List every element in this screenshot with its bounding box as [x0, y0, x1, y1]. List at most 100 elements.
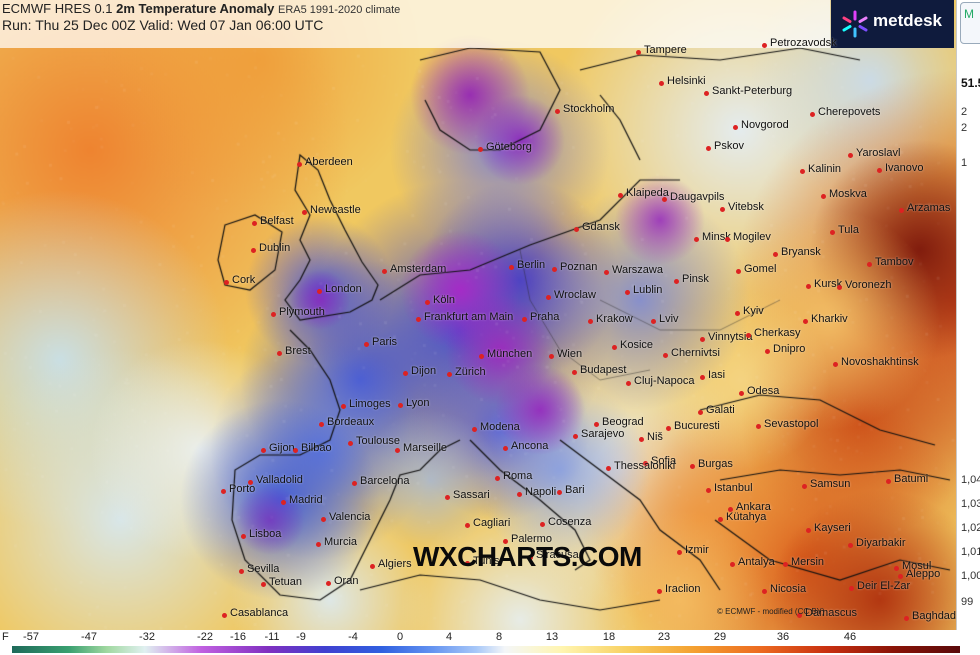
city-label: Cosenza [548, 516, 591, 528]
city-label: Belfast [260, 215, 294, 227]
city-label: Sevilla [247, 563, 279, 575]
city-marker [625, 290, 630, 295]
city-marker [700, 337, 705, 342]
city-label: Cluj-Napoca [634, 375, 695, 387]
city-label: Baghdad [912, 610, 956, 622]
chart-title-line: ECMWF HRES 0.1 2m Temperature Anomaly ER… [2, 1, 400, 16]
city-marker [465, 523, 470, 528]
city-marker [425, 300, 430, 305]
city-label: Cherepovets [818, 106, 880, 118]
city-marker [540, 522, 545, 527]
city-label: Cherkasy [754, 327, 800, 339]
city-label: Napoli [525, 486, 556, 498]
city-label: Daugavpils [670, 191, 724, 203]
city-label: Amsterdam [390, 263, 446, 275]
city-label: Chernivtsi [671, 347, 720, 359]
city-marker [830, 230, 835, 235]
city-marker [904, 616, 909, 621]
city-label: Bilbao [301, 442, 332, 454]
city-marker [720, 207, 725, 212]
city-marker [803, 319, 808, 324]
city-label: Brest [285, 345, 311, 357]
city-marker [573, 434, 578, 439]
city-label: Newcastle [310, 204, 361, 216]
city-marker [445, 495, 450, 500]
city-label: Wroclaw [554, 289, 596, 301]
city-marker [736, 269, 741, 274]
city-label: Aberdeen [305, 156, 353, 168]
city-label: Batumi [894, 473, 928, 485]
city-label: Bordeaux [327, 416, 374, 428]
city-marker [546, 295, 551, 300]
city-marker [657, 589, 662, 594]
city-marker [773, 252, 778, 257]
city-marker [606, 466, 611, 471]
side-value: 51.5 [961, 76, 980, 90]
metdesk-logo[interactable]: metdesk [831, 0, 954, 48]
color-legend: F -57 -47 -32 -22 -16 -11 -9 -4 0 4 8 13 18 23 29 36 46 [0, 630, 980, 655]
city-marker [221, 489, 226, 494]
city-label: Bryansk [781, 246, 821, 258]
city-marker [222, 613, 227, 618]
city-marker [297, 162, 302, 167]
legend-tick-label: 0 [397, 631, 403, 643]
city-label: Novgorod [741, 119, 789, 131]
city-marker [802, 484, 807, 489]
city-marker [800, 169, 805, 174]
legend-tick-label: 18 [603, 631, 615, 643]
city-label: Thessaloniki [614, 460, 675, 472]
city-label: Madrid [289, 494, 323, 506]
city-marker [849, 586, 854, 591]
city-label: Cagliari [473, 517, 510, 529]
copyright-note: © ECMWF - modified (CC BY) [717, 607, 825, 616]
side-text: 2 [961, 122, 967, 134]
legend-tick-label: -57 [23, 631, 39, 643]
city-label: Ivanovo [885, 162, 924, 174]
city-marker [765, 349, 770, 354]
city-label: Kharkiv [811, 313, 848, 325]
city-marker [762, 43, 767, 48]
city-label: Beograd [602, 416, 644, 428]
city-marker [594, 422, 599, 427]
city-marker [382, 269, 387, 274]
city-label: Petrozavodsk [770, 37, 837, 49]
model-name: ECMWF HRES 0.1 [2, 1, 113, 16]
city-marker [572, 370, 577, 375]
city-marker [810, 112, 815, 117]
city-marker [364, 342, 369, 347]
city-marker [326, 581, 331, 586]
city-label: Tula [838, 224, 859, 236]
side-tab[interactable]: M [960, 2, 980, 44]
city-marker [698, 410, 703, 415]
city-label: Limoges [349, 398, 391, 410]
run-valid-time: Run: Thu 25 Dec 00Z Valid: Wed 07 Jan 06… [2, 17, 323, 33]
city-label: Cork [232, 274, 255, 286]
city-label: Dublin [259, 242, 290, 254]
legend-tick-label: 29 [714, 631, 726, 643]
city-marker [509, 265, 514, 270]
city-marker [552, 267, 557, 272]
city-label: Marseille [403, 442, 447, 454]
city-marker [848, 153, 853, 158]
pressure-scale-label: 1,01 [961, 546, 980, 558]
city-marker [251, 248, 256, 253]
city-marker [690, 464, 695, 469]
city-marker [833, 362, 838, 367]
city-marker [316, 542, 321, 547]
city-marker [746, 333, 751, 338]
city-marker [877, 168, 882, 173]
city-label: Iasi [708, 369, 725, 381]
city-label: Mogilev [733, 231, 771, 243]
city-marker [302, 210, 307, 215]
city-label: Porto [229, 483, 255, 495]
city-marker [348, 441, 353, 446]
city-label: München [487, 348, 532, 360]
city-marker [730, 562, 735, 567]
city-marker [604, 270, 609, 275]
city-label: Zürich [455, 366, 486, 378]
city-label: Kütahya [726, 511, 766, 523]
city-marker [756, 424, 761, 429]
city-label: Roma [503, 470, 532, 482]
city-label: Iraclion [665, 583, 700, 595]
city-label: Poznan [560, 261, 597, 273]
